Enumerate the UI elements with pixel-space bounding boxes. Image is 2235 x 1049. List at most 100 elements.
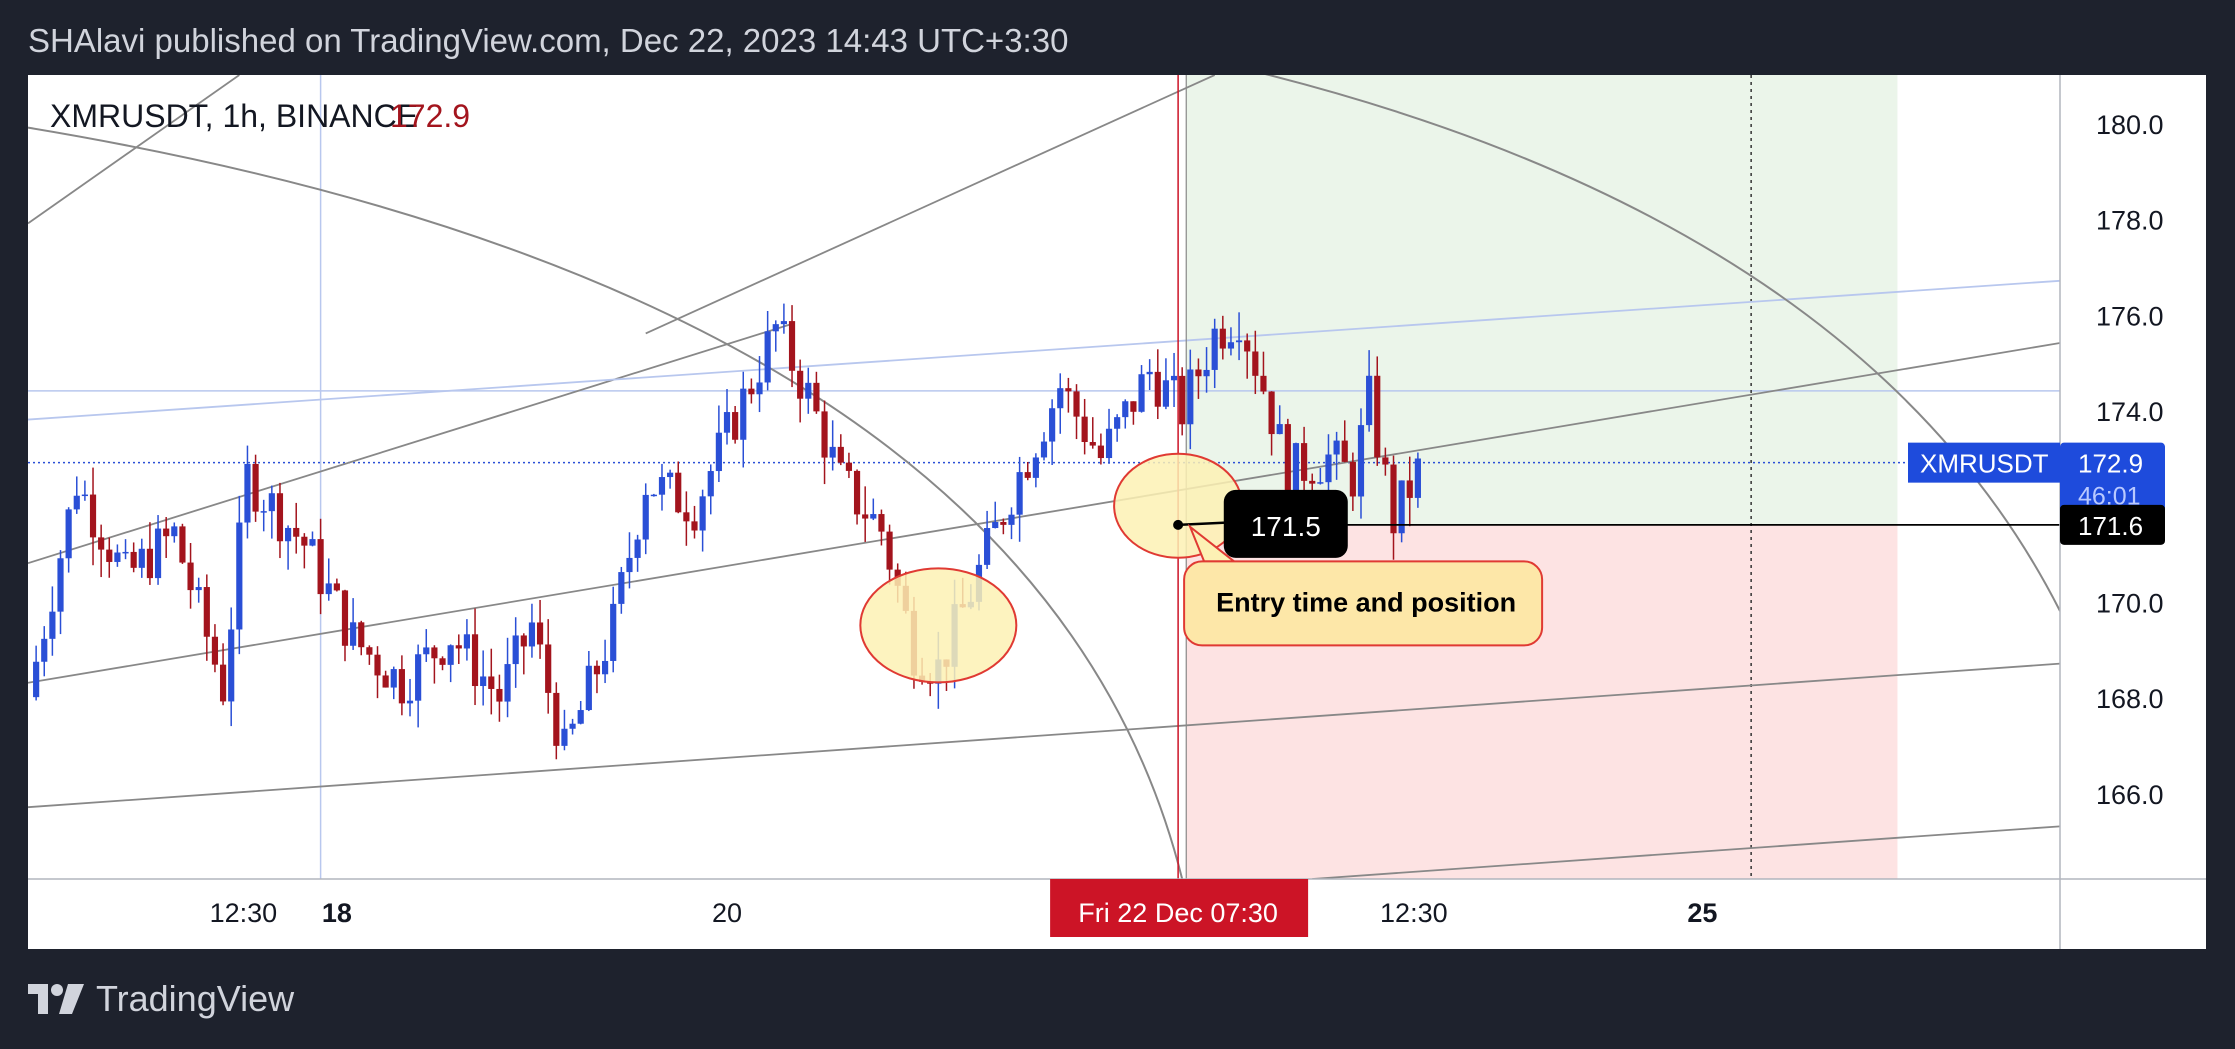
candle-body — [1097, 445, 1104, 459]
candle-body — [98, 537, 105, 550]
candle-body — [244, 463, 251, 523]
candle-body — [431, 647, 438, 659]
candle-body — [293, 527, 300, 537]
candle-body — [1390, 464, 1397, 534]
upper-fan-line — [28, 322, 793, 565]
candle-body — [1187, 369, 1194, 425]
entry-price-tag-bg — [2060, 504, 2165, 545]
candle-body — [1235, 340, 1243, 343]
candle-body — [553, 692, 560, 746]
title-last-price: 172.9 — [390, 98, 470, 134]
candle-body — [577, 710, 584, 724]
candle-body — [707, 471, 714, 497]
candle-body — [618, 572, 625, 604]
candle-body — [203, 587, 210, 637]
candle-body — [1057, 388, 1064, 409]
x-tick-label: 12:30 — [1380, 898, 1448, 928]
candle-body — [1024, 472, 1031, 478]
candle-body — [634, 539, 641, 558]
candle-body — [1122, 401, 1129, 418]
highlight-ellipse — [1113, 452, 1244, 559]
candle-body — [610, 603, 617, 661]
price-chart[interactable]: Entry time and position 171.5 XMRUSDT, 1h,… — [28, 75, 2206, 949]
candle-body — [382, 675, 389, 688]
candle-body — [252, 463, 259, 512]
candle-body — [480, 676, 487, 687]
candle-body — [667, 472, 674, 478]
candle-body — [626, 557, 633, 573]
candle-body — [593, 665, 601, 675]
x-tick-label: 20 — [712, 898, 742, 928]
time-tag-bg — [1050, 879, 1309, 937]
candle-body — [813, 382, 820, 412]
candle-body — [1032, 457, 1039, 478]
candle-body — [1349, 461, 1356, 497]
candle-body — [1341, 440, 1348, 462]
candle-body — [837, 446, 844, 463]
candle-body — [49, 611, 56, 639]
callout-box — [1183, 560, 1544, 647]
base-line — [1312, 825, 2060, 879]
candle-body — [1414, 458, 1421, 498]
candle-body — [41, 638, 48, 662]
candle-body — [528, 622, 536, 647]
candle-body — [341, 590, 349, 646]
candle-body — [658, 477, 666, 495]
candle-body — [780, 321, 787, 325]
candle-body — [406, 700, 414, 704]
publisher-header: SHAlavi published on TradingView.com, De… — [28, 22, 1069, 59]
candle-body — [439, 658, 446, 665]
candle-body — [1179, 375, 1186, 425]
symbol-price-tag-bg — [1908, 442, 2060, 483]
candle-body — [1276, 424, 1283, 435]
rising-trend-line — [28, 342, 2060, 684]
candle-body — [756, 382, 763, 395]
candles — [33, 303, 1421, 760]
y-tick-label: 176.0 — [2096, 301, 2164, 331]
candle-body — [1146, 371, 1153, 375]
entry-price-label: 171.5 — [1251, 511, 1321, 542]
candle-body — [1252, 351, 1259, 376]
candle-body — [1195, 369, 1202, 377]
candle-body — [1309, 480, 1316, 484]
highlight-ellipse — [859, 567, 1018, 684]
candle-body — [350, 622, 357, 646]
candle-body — [1203, 369, 1210, 377]
candle-body — [366, 647, 373, 655]
candle-body — [740, 388, 747, 440]
candle-body — [455, 645, 462, 649]
candle-body — [471, 634, 479, 687]
candle-body — [1382, 457, 1389, 465]
candle-body — [772, 324, 779, 332]
chart-panel[interactable]: Entry time and position 171.5 XMRUSDT, 1h,… — [28, 75, 2206, 949]
candle-body — [512, 635, 519, 665]
candle-body — [390, 669, 397, 688]
y-tick-label: 174.0 — [2096, 397, 2164, 427]
candle-body — [1008, 514, 1015, 525]
symbol-price-tag-label: XMRUSDT — [1920, 449, 2049, 479]
entry-point — [1173, 519, 1184, 530]
candle-body — [723, 412, 731, 433]
resistance-line — [28, 279, 2060, 421]
candle-body — [764, 331, 771, 383]
candle-body — [862, 514, 869, 519]
chart-title: XMRUSDT, 1h, BINANCE — [50, 98, 418, 134]
candle-body — [748, 388, 755, 395]
candle-body — [585, 665, 592, 711]
candle-body — [1130, 401, 1137, 412]
candle-body — [285, 527, 292, 542]
tradingview-logo-icon — [28, 984, 84, 1014]
candle-body — [179, 526, 186, 563]
candle-body — [1089, 442, 1096, 446]
candle-body — [1162, 380, 1170, 407]
candle-body — [1154, 371, 1161, 407]
candle-body — [171, 526, 178, 537]
candle-body — [447, 645, 454, 665]
y-tick-label: 180.0 — [2096, 110, 2164, 140]
candle-body — [33, 661, 40, 698]
candle-body — [821, 411, 828, 458]
candle-body — [1357, 425, 1365, 497]
candle-body — [1219, 328, 1226, 349]
candle-body — [1049, 408, 1056, 442]
candle-body — [463, 634, 471, 649]
